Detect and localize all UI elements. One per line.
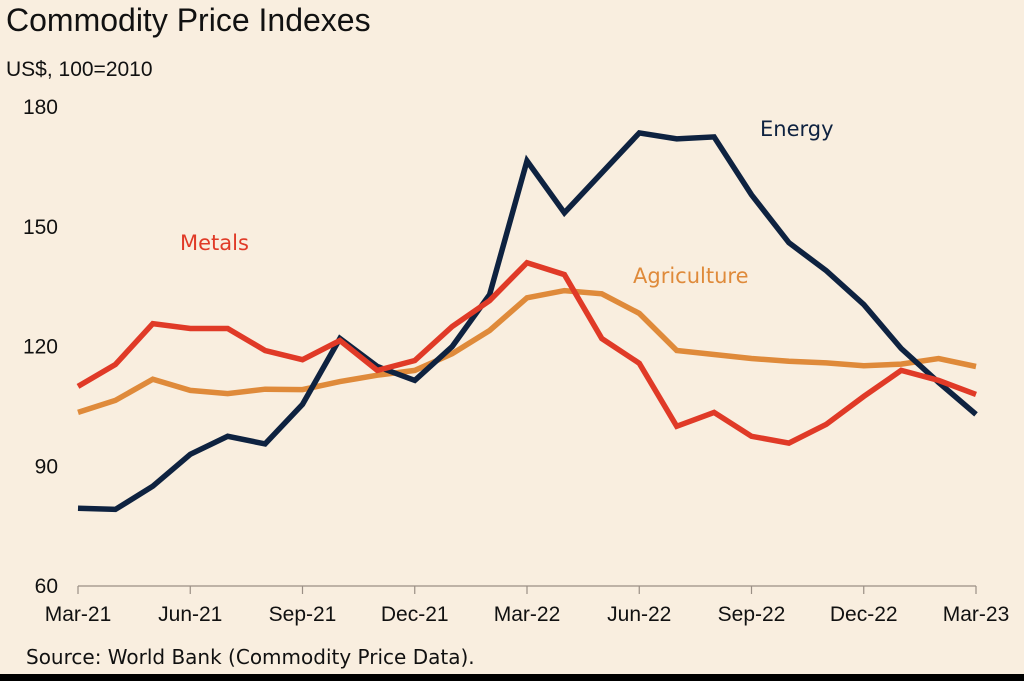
series-labels: Energy Metals Agriculture bbox=[180, 117, 834, 288]
x-tick-label: Dec-22 bbox=[830, 603, 898, 626]
series-label-metals: Metals bbox=[180, 231, 249, 255]
series-line-agriculture bbox=[77, 287, 977, 416]
series-label-energy: Energy bbox=[760, 117, 834, 141]
x-axis-ticks: Mar-21 Jun-21 Sep-21 Dec-21 Mar-22 Jun-22 Sep-… bbox=[45, 586, 1010, 626]
series-lines bbox=[76, 129, 978, 513]
x-tick-label: Jun-21 bbox=[158, 603, 222, 626]
y-tick-label: 150 bbox=[23, 216, 58, 239]
chart-subtitle: US$, 100=2010 bbox=[6, 58, 153, 81]
y-tick-label: 120 bbox=[23, 336, 58, 359]
chart-source: Source: World Bank (Commodity Price Data… bbox=[26, 645, 475, 669]
y-tick-label: 60 bbox=[35, 575, 58, 598]
chart-title: Commodity Price Indexes bbox=[6, 2, 371, 38]
bottom-border bbox=[0, 674, 1024, 681]
y-axis-ticks: 60 90 120 150 180 bbox=[23, 96, 58, 598]
x-tick-label: Mar-21 bbox=[45, 603, 112, 626]
x-tick-label: Sep-22 bbox=[718, 603, 786, 626]
x-tick-label: Dec-21 bbox=[381, 603, 449, 626]
y-tick-label: 180 bbox=[23, 96, 58, 119]
x-tick-label: Sep-21 bbox=[269, 603, 337, 626]
series-line-energy bbox=[77, 129, 978, 513]
series-line-metals bbox=[76, 259, 977, 446]
x-tick-label: Jun-22 bbox=[607, 603, 671, 626]
y-tick-label: 90 bbox=[35, 455, 58, 478]
x-tick-label: Mar-22 bbox=[494, 603, 561, 626]
series-label-agriculture: Agriculture bbox=[633, 264, 749, 288]
x-tick-label: Mar-23 bbox=[943, 603, 1010, 626]
